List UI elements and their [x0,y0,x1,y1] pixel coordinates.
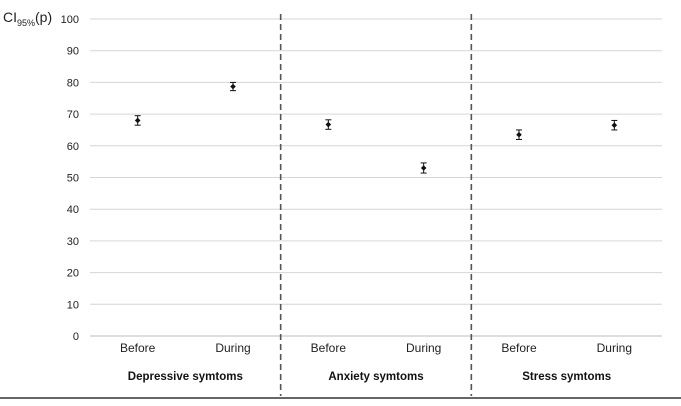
group-label: Anxiety symtoms [328,371,423,383]
y-tick-label: 80 [67,77,79,89]
y-tick-labels: 0 10 20 30 40 50 60 70 80 90 100 [61,14,79,343]
data-points [134,81,618,174]
y-axis-label-suffix: (p) [35,9,52,25]
y-tick-label: 20 [67,268,79,280]
y-tick-label: 40 [67,204,79,216]
category-label: During [597,341,632,355]
y-axis-label: CI95%(p) [3,9,52,28]
y-tick-label: 30 [67,236,79,248]
y-tick-label: 60 [67,141,79,153]
data-point [420,165,427,171]
category-label: Before [311,341,347,355]
y-tick-label: 10 [67,299,79,311]
category-label: During [406,341,441,355]
grid-lines [90,18,662,337]
y-tick-label: 50 [67,173,79,185]
data-point [134,117,141,124]
y-tick-label: 90 [67,46,79,58]
data-point [325,121,332,128]
category-labels: Before During Before During Before During [120,341,632,355]
y-tick-label: 70 [67,109,79,121]
group-dividers [279,14,473,396]
category-label: During [215,341,250,355]
y-axis-label-sub: 95% [17,18,35,28]
y-tick-label: 0 [73,331,79,343]
data-point [611,122,618,128]
group-label: Depressive symtoms [128,371,243,383]
category-label: Before [120,341,156,355]
y-tick-label: 100 [61,14,79,26]
data-point [516,131,522,138]
category-label: Before [501,341,537,355]
group-labels: Depressive symtoms Anxiety symtoms Stress … [128,371,611,383]
y-axis-label-main: CI [3,9,17,25]
data-point [230,83,236,90]
group-label: Stress symtoms [522,371,611,383]
